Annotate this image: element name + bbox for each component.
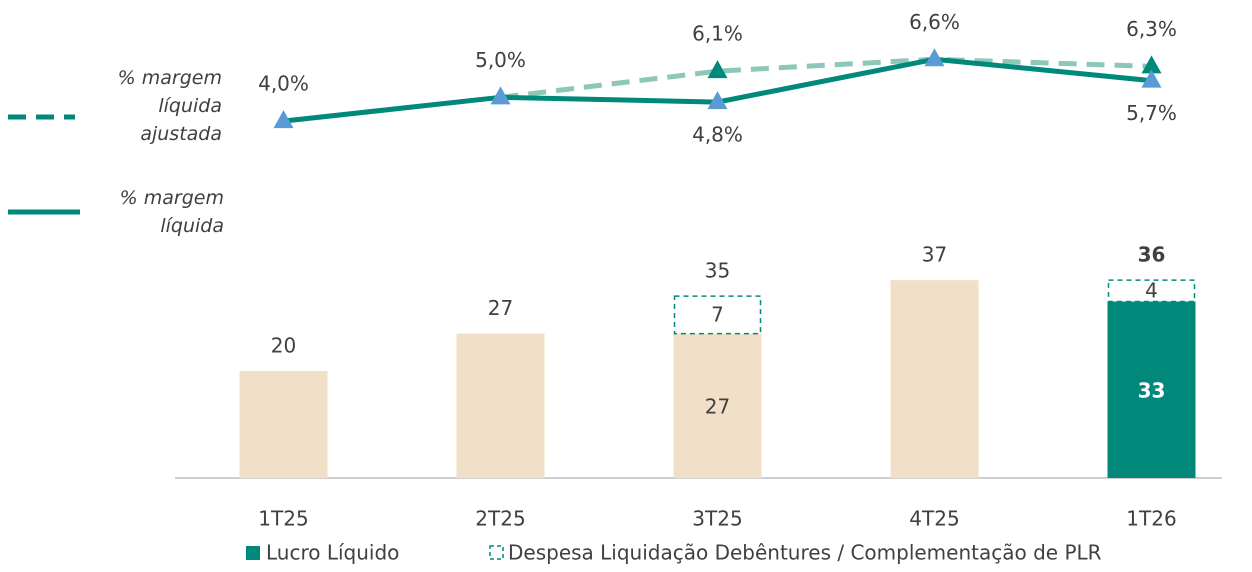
line-marker <box>490 86 511 105</box>
total-label: 37 <box>922 243 947 267</box>
line-value-label: 5,0% <box>475 48 526 72</box>
bar <box>890 280 979 478</box>
line-value-label: 6,6% <box>909 10 960 34</box>
legend-label: % margem líquida <box>119 187 224 237</box>
total-label: 35 <box>705 259 730 283</box>
bar-value-label: 7 <box>711 302 724 326</box>
line-marker <box>924 48 945 67</box>
total-label: 36 <box>1138 243 1166 267</box>
legend-swatch <box>489 545 504 560</box>
adjustment-bar <box>673 295 762 335</box>
line <box>500 56 1152 100</box>
line-marker <box>1141 55 1162 74</box>
legend-label: Lucro Líquido <box>266 541 399 565</box>
line-marker <box>707 91 728 110</box>
line-value-label: 4,8% <box>692 123 743 147</box>
bar-value-label: 4 <box>1145 278 1158 302</box>
line-value-label: 4,0% <box>258 72 309 96</box>
line-value-label: 6,3% <box>1126 17 1177 41</box>
bar <box>239 371 328 478</box>
line-marker <box>1141 69 1162 88</box>
x-tick-label: 1T25 <box>258 507 308 531</box>
line-value-label: 6,1% <box>692 22 743 46</box>
line-marker <box>707 60 728 79</box>
line-marker <box>273 110 294 129</box>
line-value-label: 5,7% <box>1126 101 1177 125</box>
bar <box>673 333 762 478</box>
x-tick-label: 4T25 <box>909 507 959 531</box>
x-tick-label: 2T25 <box>475 507 525 531</box>
bar <box>1107 301 1196 478</box>
bar-value-label: 27 <box>705 394 730 418</box>
x-tick-label: 3T25 <box>692 507 742 531</box>
legend-swatch <box>246 546 260 560</box>
legend-label: Despesa Liquidação Debêntures / Compleme… <box>508 541 1102 565</box>
bar <box>456 333 545 478</box>
bar-value-label: 33 <box>1138 378 1166 402</box>
x-tick-label: 1T26 <box>1126 507 1176 531</box>
legend-label: % margem líquida ajustada <box>117 67 222 145</box>
total-label: 20 <box>271 334 296 358</box>
total-label: 27 <box>488 296 513 320</box>
